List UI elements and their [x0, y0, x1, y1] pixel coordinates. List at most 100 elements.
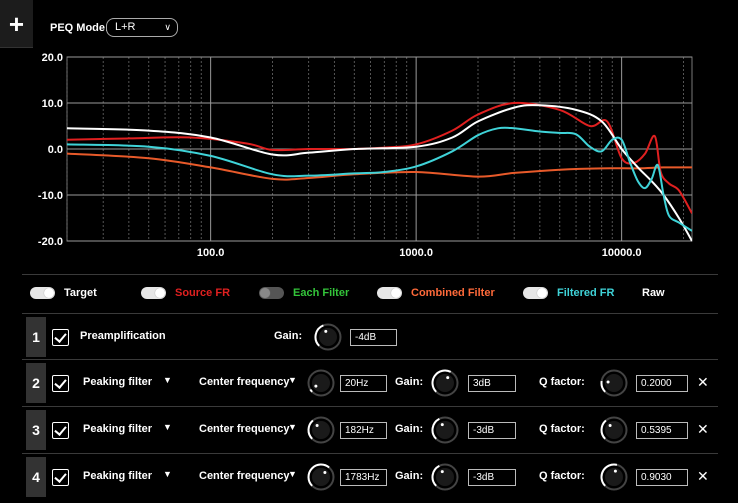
filter-type-select[interactable]: Peaking filter — [83, 376, 153, 388]
y-tick-label: -10.0 — [38, 190, 63, 202]
q-factor-knob[interactable] — [600, 463, 628, 491]
legend-toggles: Target Source FR Each Filter Combined Filte… — [0, 284, 738, 302]
divider — [22, 274, 718, 275]
close-icon[interactable]: ✕ — [697, 421, 709, 437]
x-tick-label: 1000.0 — [399, 247, 433, 259]
peq-mode-label: PEQ Mode: — [50, 22, 109, 34]
preamp-label: Preamplification — [80, 330, 166, 342]
caret-down-icon[interactable]: ▼ — [288, 422, 297, 432]
gain-input[interactable]: 3dB — [468, 375, 516, 392]
preamp-enable-checkbox[interactable] — [52, 329, 69, 346]
peq-mode-value: L+R — [115, 21, 136, 33]
frequency-input[interactable]: 1783Hz — [340, 469, 387, 486]
filter-enable-checkbox[interactable] — [52, 375, 69, 392]
legend-label: Combined Filter — [411, 287, 495, 299]
series-line-filtered-fr — [67, 126, 692, 232]
caret-down-icon[interactable]: ▼ — [163, 422, 172, 432]
knob-indicator — [440, 423, 444, 427]
gain-input[interactable]: -3dB — [468, 469, 516, 486]
divider — [22, 453, 718, 454]
legend-toggle-target[interactable]: Target — [30, 286, 97, 300]
preamp-row: 1 Preamplification Gain: -4dB — [26, 317, 718, 357]
knob-indicator — [613, 469, 617, 473]
legend-label: Target — [64, 287, 97, 299]
center-frequency-select[interactable]: Center frequency — [199, 470, 290, 482]
legend-toggle-source-fr[interactable]: Source FR — [141, 286, 230, 300]
filter-type-select[interactable]: Peaking filter — [83, 470, 153, 482]
preamp-gain-knob[interactable] — [314, 323, 342, 351]
knob-indicator — [446, 376, 450, 380]
q-factor-label: Q factor: — [539, 423, 585, 435]
filter-row: 3 Peaking filter ▼ Center frequency ▼ 18… — [26, 410, 718, 450]
toggle-switch[interactable] — [141, 287, 166, 299]
knob-indicator — [323, 470, 327, 474]
caret-down-icon[interactable]: ▼ — [163, 469, 172, 479]
series-line-target — [67, 104, 692, 242]
filter-enable-checkbox[interactable] — [52, 422, 69, 439]
legend-label: Filtered FR — [557, 287, 615, 299]
y-tick-label: -20.0 — [38, 236, 63, 248]
x-tick-label: 100.0 — [197, 247, 225, 259]
frequency-knob[interactable] — [307, 463, 335, 491]
q-factor-input[interactable]: 0.2000 — [636, 375, 688, 392]
filter-type-select[interactable]: Peaking filter — [83, 423, 153, 435]
toggle-switch[interactable] — [377, 287, 402, 299]
toggle-switch[interactable] — [30, 287, 55, 299]
legend-toggle-raw[interactable]: Raw — [642, 286, 665, 300]
knob-indicator — [315, 423, 319, 427]
legend-toggle-combined-filter[interactable]: Combined Filter — [377, 286, 495, 300]
q-factor-input[interactable]: 0.9030 — [636, 469, 688, 486]
close-icon[interactable]: ✕ — [697, 374, 709, 390]
frequency-knob[interactable] — [307, 369, 335, 397]
knob-indicator — [608, 423, 612, 427]
caret-down-icon[interactable]: ▼ — [288, 375, 297, 385]
legend-label: Source FR — [175, 287, 231, 299]
gain-label: Gain: — [395, 423, 424, 435]
frequency-knob[interactable] — [307, 416, 335, 444]
close-icon[interactable]: ✕ — [697, 468, 709, 484]
knob-indicator — [314, 384, 318, 388]
q-factor-input[interactable]: 0.5395 — [636, 422, 688, 439]
divider — [22, 406, 718, 407]
frequency-response-chart: 20.0 10.0 0.0 -10.0 -20.0 100.0 1000.0 10000.0 — [38, 52, 693, 259]
gain-knob[interactable] — [431, 463, 459, 491]
add-filter-button[interactable]: + — [0, 0, 33, 48]
peq-mode-select[interactable]: L+R ∨ — [106, 18, 178, 37]
gain-label: Gain: — [395, 376, 424, 388]
filter-row: 2 Peaking filter ▼ Center frequency ▼ 20… — [26, 363, 718, 403]
toggle-switch[interactable] — [523, 287, 548, 299]
filter-enable-checkbox[interactable] — [52, 469, 69, 486]
gain-knob[interactable] — [431, 369, 459, 397]
row-index: 1 — [26, 317, 46, 357]
frequency-input[interactable]: 20Hz — [340, 375, 387, 392]
legend-toggle-each-filter[interactable]: Each Filter — [259, 286, 349, 300]
gain-label: Gain: — [274, 330, 303, 342]
divider — [22, 359, 718, 360]
gain-knob[interactable] — [431, 416, 459, 444]
frequency-input[interactable]: 182Hz — [340, 422, 387, 439]
legend-label: Each Filter — [293, 287, 350, 299]
row-index: 2 — [26, 363, 46, 403]
center-frequency-select[interactable]: Center frequency — [199, 423, 290, 435]
y-tick-label: 0.0 — [48, 144, 63, 156]
x-tick-label: 10000.0 — [602, 247, 642, 259]
q-factor-knob[interactable] — [600, 369, 628, 397]
knob-indicator — [324, 329, 328, 333]
y-tick-label: 20.0 — [42, 52, 63, 64]
knob-indicator — [606, 380, 610, 384]
preamp-gain-input[interactable]: -4dB — [350, 329, 397, 346]
caret-down-icon[interactable]: ▼ — [163, 375, 172, 385]
toggle-switch[interactable] — [259, 287, 284, 299]
knob-indicator — [440, 470, 444, 474]
q-factor-label: Q factor: — [539, 376, 585, 388]
caret-down-icon[interactable]: ▼ — [288, 469, 297, 479]
q-factor-knob[interactable] — [600, 416, 628, 444]
center-frequency-select[interactable]: Center frequency — [199, 376, 290, 388]
gain-input[interactable]: -3dB — [468, 422, 516, 439]
series-line-source-fr — [67, 101, 692, 214]
gain-label: Gain: — [395, 470, 424, 482]
divider — [22, 313, 718, 314]
legend-toggle-filtered-fr[interactable]: Filtered FR — [523, 286, 614, 300]
chevron-down-icon: ∨ — [164, 22, 171, 32]
legend-label: Raw — [642, 287, 665, 299]
